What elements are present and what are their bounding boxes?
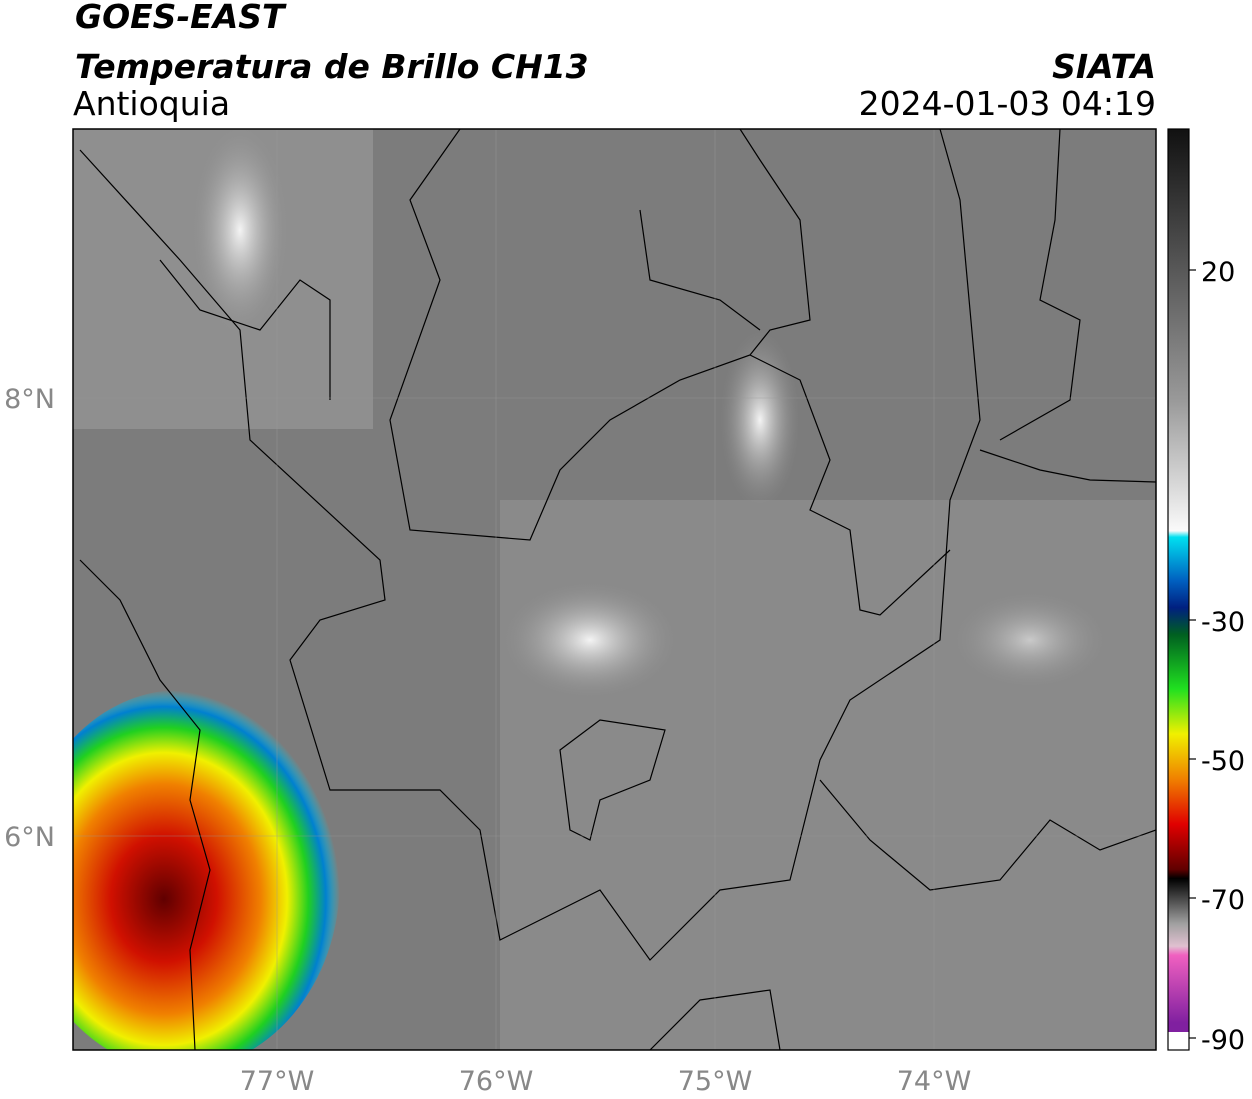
- colorbar-ticks: [1189, 269, 1196, 1039]
- lon-label: 74°W: [897, 1066, 972, 1097]
- storm: [73, 690, 340, 1050]
- source: SIATA: [1052, 47, 1156, 86]
- map-frame: [72, 128, 1157, 1051]
- cloud: [500, 580, 680, 700]
- cloud: [950, 590, 1110, 690]
- lat-label: 6°N: [4, 822, 55, 853]
- cloud: [720, 330, 800, 510]
- colorbar-frame: [1167, 128, 1190, 1051]
- colorbar: [1168, 129, 1189, 1032]
- borders: [79, 129, 1156, 1050]
- timestamp: 2024-01-03 04:19: [859, 84, 1156, 123]
- lat-label: 8°N: [4, 384, 55, 415]
- cloud: [190, 129, 290, 340]
- graticule: [73, 129, 1156, 1050]
- colorbar-label: -70: [1201, 885, 1245, 916]
- lon-label: 76°W: [459, 1066, 534, 1097]
- region: Antioquia: [73, 84, 230, 123]
- colorbar-label: -90: [1201, 1025, 1245, 1056]
- subtitle: Temperatura de Brillo CH13: [75, 47, 589, 86]
- title: GOES-EAST: [75, 0, 287, 36]
- lon-label: 75°W: [678, 1066, 753, 1097]
- colorbar-label: -30: [1201, 607, 1245, 638]
- map: [73, 129, 1156, 1050]
- colorbar-label: 20: [1201, 257, 1235, 288]
- colorbar-label: -50: [1201, 746, 1245, 777]
- lon-label: 77°W: [240, 1066, 315, 1097]
